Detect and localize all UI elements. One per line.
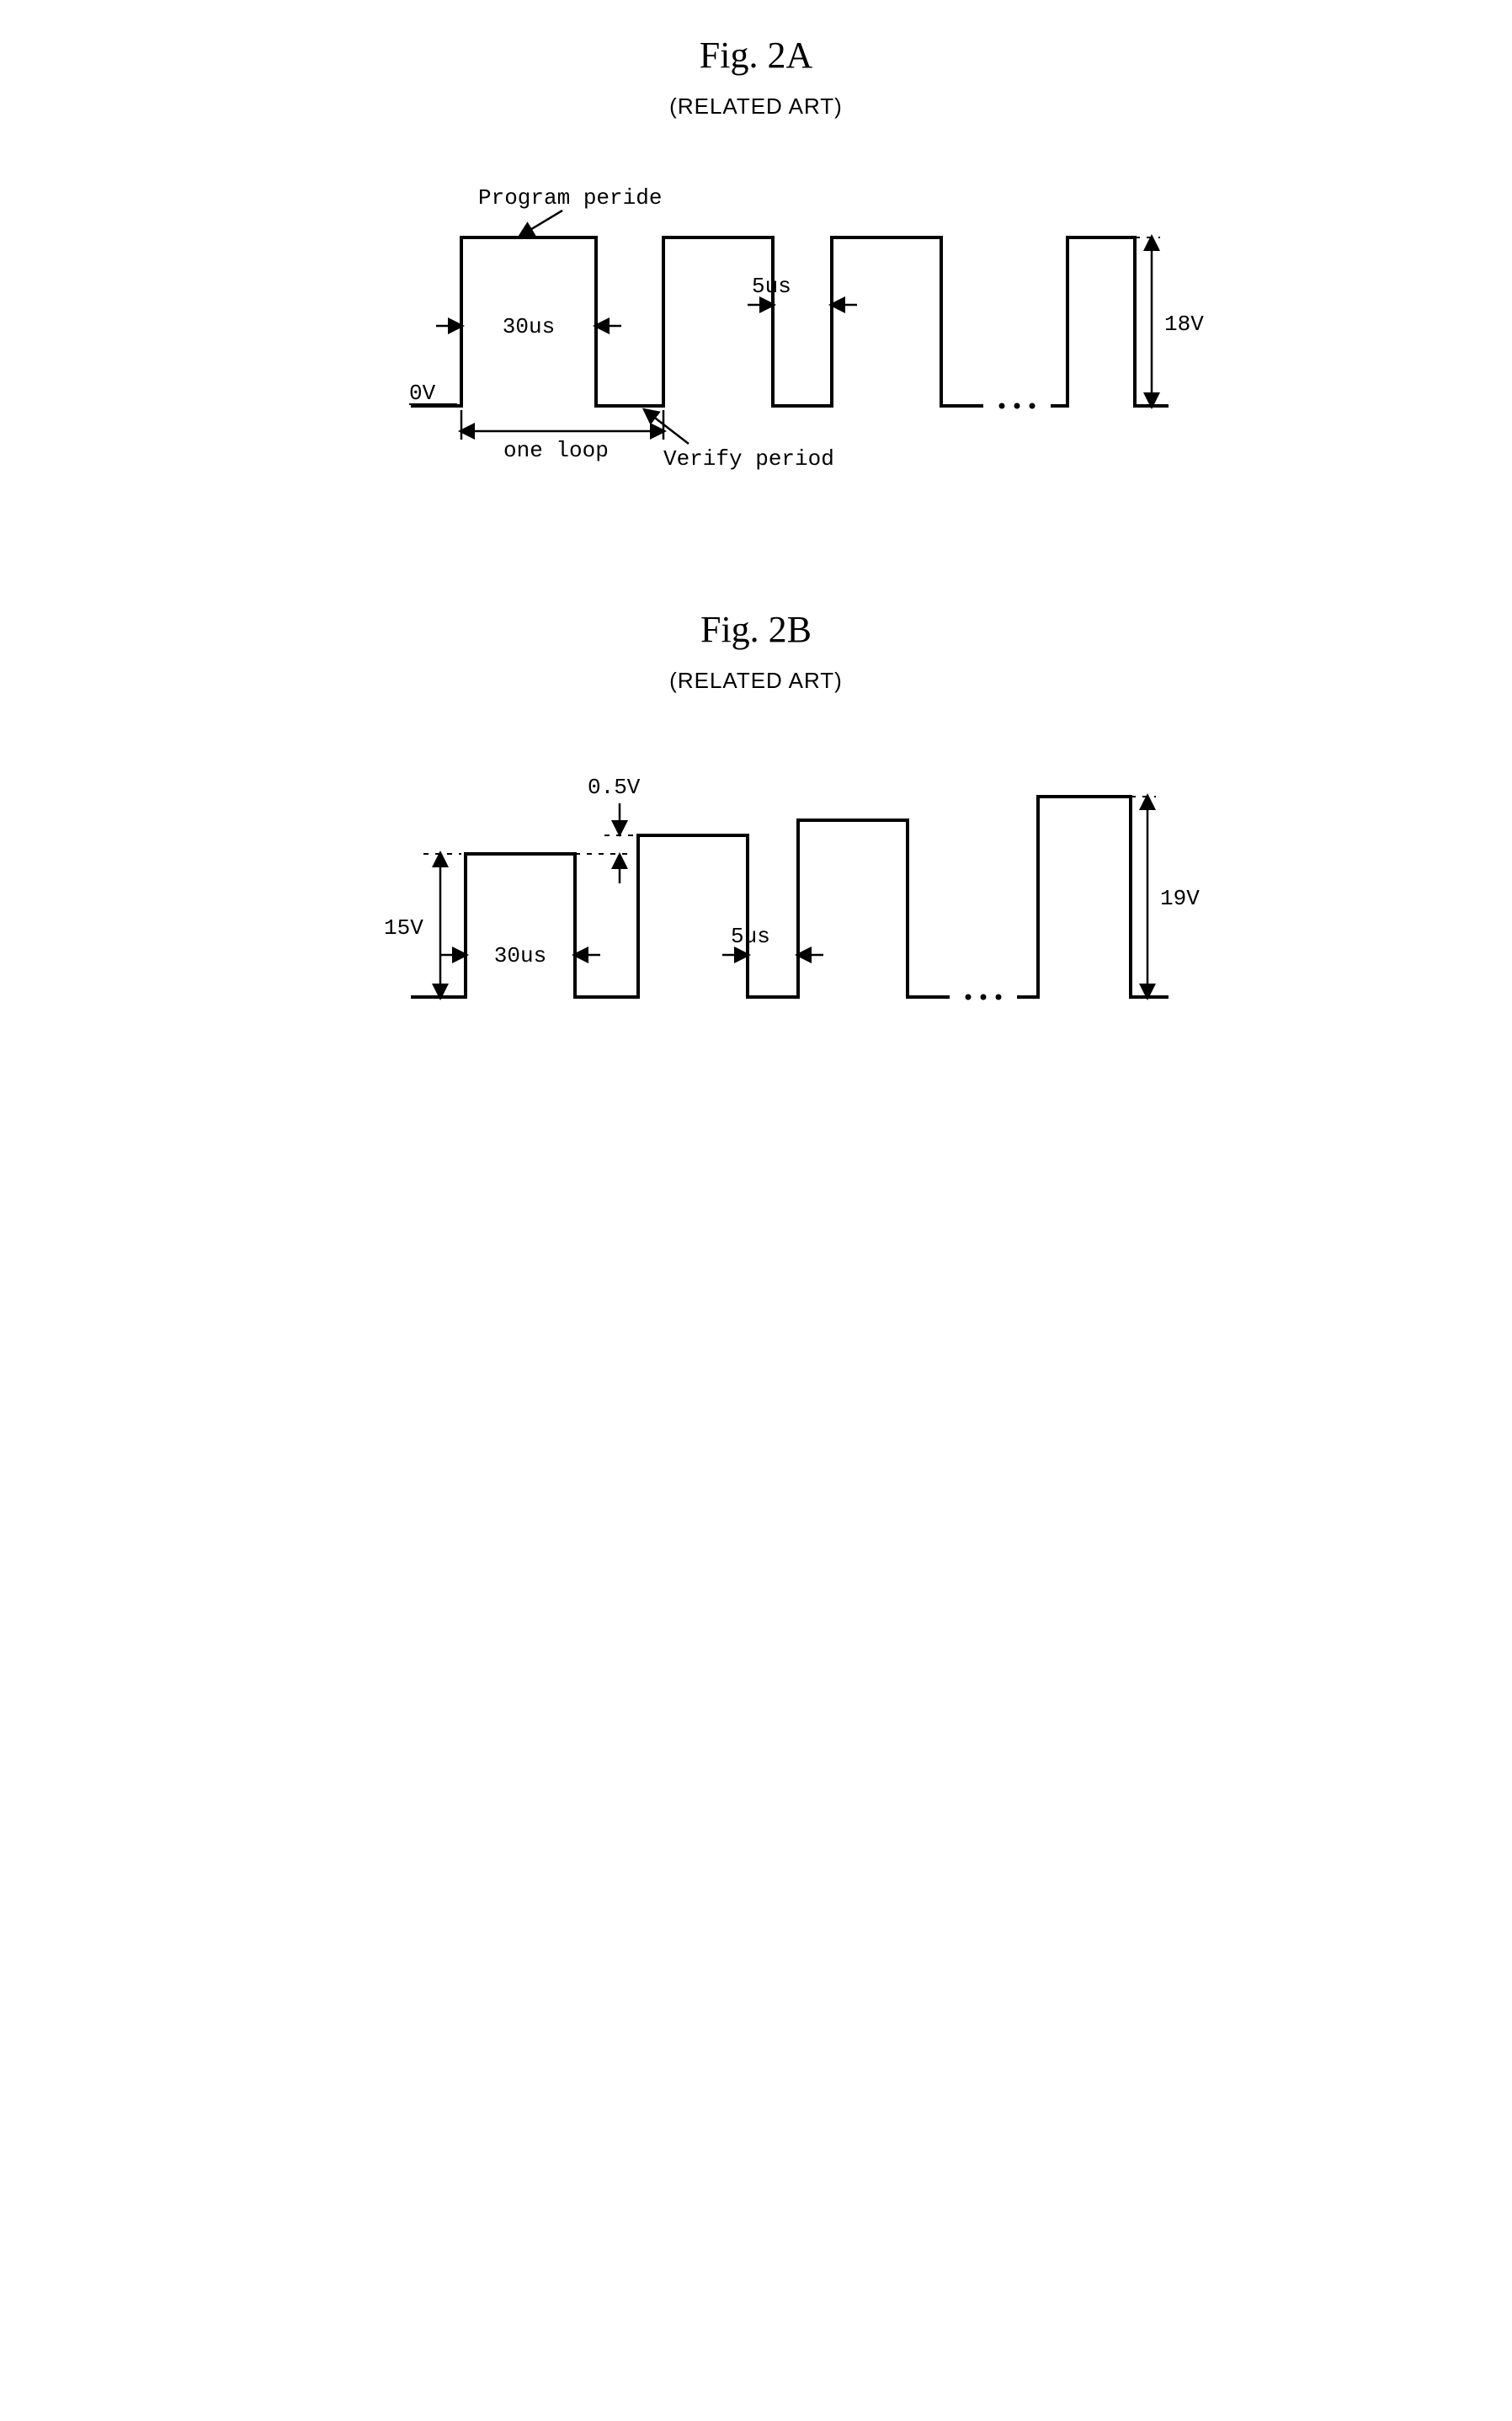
zero-volt-label: 0V [409,381,436,406]
waveform-2a: Program peride 0V 30us 5us one loop Veri… [377,170,1219,507]
gap-width-label: 5us [752,274,791,299]
figure-title: Fig. 2A [377,34,1135,77]
figure-subtitle: (RELATED ART) [377,668,1135,694]
program-period-label: Program peride [478,185,662,211]
verify-period-arrow [645,410,689,444]
left-amp-label: 15V [384,915,423,941]
figure-subtitle: (RELATED ART) [377,93,1135,120]
gap-width-label: 5us [731,924,770,949]
verify-period-label: Verify period [663,446,834,472]
figure-title: Fig. 2B [377,608,1135,651]
right-amp-label: 19V [1160,886,1200,911]
amplitude-label: 18V [1164,312,1204,337]
program-period-arrow [520,211,562,236]
waveform-2b: 15V 0.5V 30us 5us 19V [377,744,1219,1056]
one-loop-label: one loop [503,438,609,463]
figure-2b: Fig. 2B (RELATED ART) 15V 0.5V 30us 5us … [377,608,1135,1056]
pulse1-width-label: 30us [503,314,555,339]
step-label: 0.5V [588,775,641,800]
figure-2a: Fig. 2A (RELATED ART) Program peride 0V … [377,34,1135,507]
pulse1-width-label: 30us [494,943,546,968]
